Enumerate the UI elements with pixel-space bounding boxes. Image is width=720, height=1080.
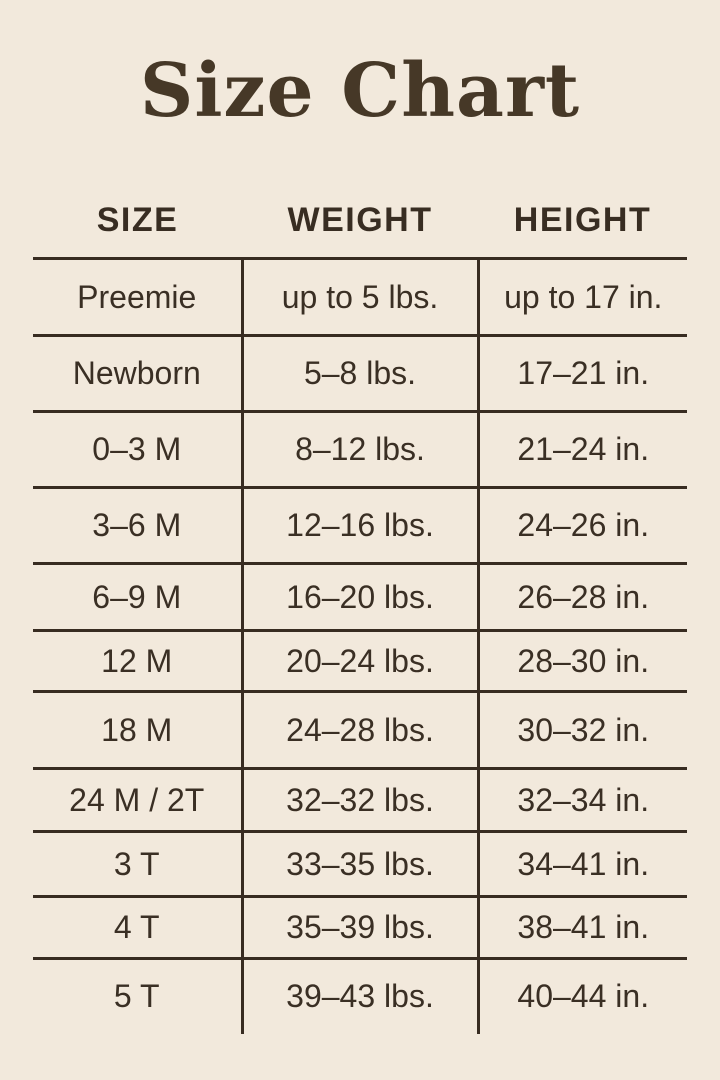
height-cell: 26–28 in. [517,578,650,615]
weight-cell: 39–43 lbs. [240,958,480,1034]
weight-cell: 16–20 lbs. [240,563,480,631]
height-cell: 34–41 in. [517,845,650,882]
weight-cell: 5–8 lbs. [240,335,480,412]
size-chart-table: SIZE WEIGHT HEIGHT Preemie up to 5 lbs. … [33,183,687,1034]
size-table: SIZE WEIGHT HEIGHT Preemie up to 5 lbs. … [33,183,687,1034]
size-cell: 6–9 M [92,578,182,615]
height-cell: 28–30 in. [517,642,650,679]
weight-cell: 32–32 lbs. [240,768,480,832]
size-cell: 12 M [101,642,173,679]
height-cell: 32–34 in. [517,781,650,818]
table-row: 18 M 24–28 lbs. 30–32 in. [33,691,687,769]
table-row: Newborn 5–8 lbs. 17–21 in. [33,335,687,412]
height-cell: 38–41 in. [517,909,650,945]
table-row: Preemie up to 5 lbs. up to 17 in. [33,258,687,336]
weight-cell: 33–35 lbs. [240,831,480,897]
header-row: SIZE WEIGHT HEIGHT [33,183,687,259]
weight-cell: 8–12 lbs. [240,411,480,488]
table-row: 6–9 M 16–20 lbs. 26–28 in. [33,563,687,631]
weight-cell: 24–28 lbs. [240,691,480,769]
weight-cell: up to 5 lbs. [240,258,480,336]
height-cell: up to 17 in. [504,278,663,315]
column-header-weight: WEIGHT [287,200,433,239]
weight-cell: 20–24 lbs. [240,630,480,692]
table-row: 3–6 M 12–16 lbs. 24–26 in. [33,487,687,564]
size-cell: 18 M [101,711,173,748]
weight-cell: 12–16 lbs. [240,487,480,564]
height-cell: 24–26 in. [517,507,650,543]
size-cell: Newborn [72,355,201,391]
height-cell: 17–21 in. [517,355,650,391]
table-row: 3 T 33–35 lbs. 34–41 in. [33,831,687,897]
table-row: 12 M 20–24 lbs. 28–30 in. [33,630,687,692]
size-cell: 5 T [113,978,160,1015]
column-header-size: SIZE [96,200,179,239]
size-cell: 3 T [113,845,160,882]
height-cell: 40–44 in. [517,978,650,1015]
table-row: 24 M / 2T 32–32 lbs. 32–34 in. [33,768,687,832]
table-row: 0–3 M 8–12 lbs. 21–24 in. [33,411,687,488]
size-cell: 0–3 M [92,431,182,467]
table-row: 5 T 39–43 lbs. 40–44 in. [33,958,687,1034]
size-cell: 4 T [113,909,160,945]
size-cell: 24 M / 2T [69,781,205,818]
size-cell: 3–6 M [92,507,182,543]
weight-cell: 35–39 lbs. [240,896,480,959]
height-cell: 30–32 in. [517,711,650,748]
table-row: 4 T 35–39 lbs. 38–41 in. [33,896,687,959]
page-title: Size Chart [139,48,581,134]
height-cell: 21–24 in. [517,431,650,467]
column-header-height: HEIGHT [513,200,652,239]
size-cell: Preemie [77,278,197,315]
